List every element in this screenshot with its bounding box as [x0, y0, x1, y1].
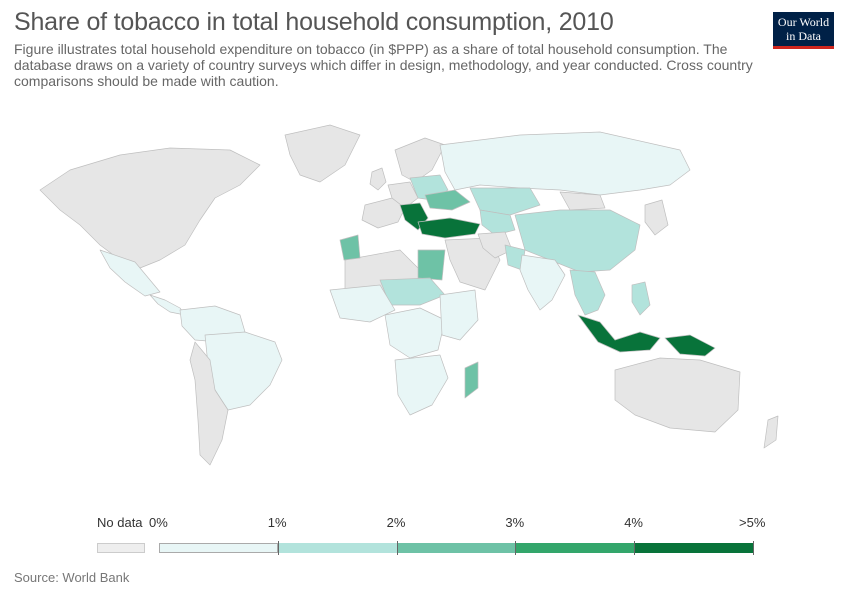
region-central-america[interactable] [149, 294, 186, 316]
region-madagascar[interactable] [464, 361, 479, 399]
legend-bin-3 [515, 543, 635, 553]
legend-tick-5 [753, 541, 754, 555]
chart-title: Share of tobacco in total household cons… [14, 8, 614, 36]
region-mexico[interactable] [99, 249, 161, 297]
region-south-america-south[interactable] [189, 341, 229, 466]
legend-tick-2 [396, 541, 398, 555]
legend-tick-label-0: 0% [149, 515, 168, 530]
region-greenland[interactable] [284, 124, 361, 183]
legend-bin-2 [396, 543, 516, 553]
region-scandinavia[interactable] [394, 137, 446, 183]
legend-no-data-label: No data [97, 515, 143, 530]
legend-tick-label-2: 2% [386, 515, 406, 530]
region-western-europe[interactable] [387, 181, 419, 209]
region-papua[interactable] [664, 334, 716, 357]
chart-subtitle: Figure illustrates total household expen… [14, 41, 753, 89]
region-australia[interactable] [614, 357, 741, 433]
region-iran[interactable] [477, 231, 513, 259]
region-india[interactable] [519, 254, 566, 311]
color-legend: No data 0% 1% 2% 3% 4% >5% [0, 505, 850, 565]
region-indonesia[interactable] [577, 314, 661, 353]
legend-tick-label-5: >5% [739, 515, 766, 530]
world-map [39, 124, 779, 466]
legend-tick-1 [277, 541, 279, 555]
legend-bin-0 [159, 543, 278, 553]
logo-line-2: in Data [786, 29, 821, 43]
region-uk[interactable] [369, 167, 387, 191]
legend-tick-label-4: 4% [624, 515, 643, 530]
region-turkey[interactable] [417, 217, 481, 239]
region-morocco[interactable] [339, 234, 361, 261]
region-central-africa[interactable] [384, 307, 446, 359]
region-mongolia[interactable] [559, 191, 606, 211]
region-west-africa[interactable] [329, 284, 396, 323]
region-japan-korea[interactable] [644, 199, 669, 236]
legend-tick-4 [634, 541, 636, 555]
region-east-africa[interactable] [439, 289, 479, 341]
source-note: Source: World Bank [14, 570, 130, 585]
region-southeast-asia[interactable] [569, 269, 606, 316]
logo-line-1: Our World [777, 15, 830, 29]
region-egypt[interactable] [417, 249, 446, 281]
legend-bin-4 [634, 543, 753, 553]
region-new-zealand[interactable] [763, 415, 779, 449]
region-china[interactable] [514, 209, 641, 273]
region-ukraine[interactable] [424, 189, 471, 211]
region-north-america[interactable] [39, 147, 261, 269]
owid-logo[interactable]: Our World in Data [773, 12, 834, 49]
legend-tick-label-1: 1% [267, 515, 287, 530]
region-southern-africa[interactable] [394, 354, 449, 416]
legend-tick-3 [515, 541, 517, 555]
legend-tick-label-3: 3% [505, 515, 525, 530]
region-russia[interactable] [439, 131, 691, 196]
region-kazakhstan[interactable] [469, 187, 541, 216]
legend-bin-1 [277, 543, 397, 553]
region-philippines[interactable] [631, 281, 651, 316]
legend-no-data-swatch [97, 543, 145, 553]
